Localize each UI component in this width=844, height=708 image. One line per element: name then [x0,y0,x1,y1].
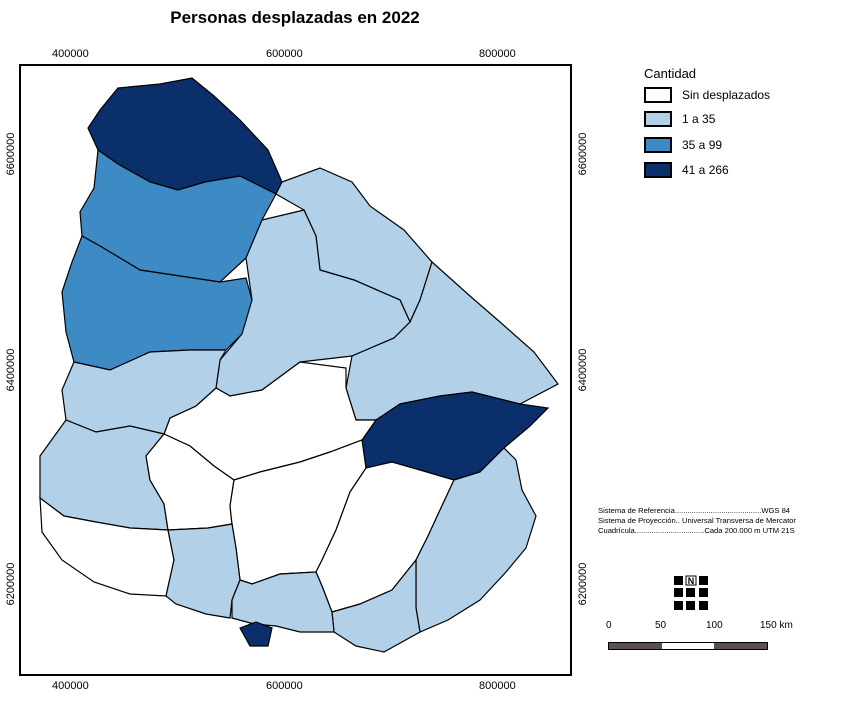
legend-swatch [644,111,672,127]
meta-projection: Sistema de Proyección.. Universal Transv… [598,516,796,525]
legend-label: 41 a 266 [682,163,729,177]
scale-segment [714,643,768,649]
scale-label-50: 50 [655,620,667,631]
legend-swatch [644,87,672,103]
legend-item-41-266: 41 a 266 [644,161,729,179]
legend-title: Cantidad [644,66,697,81]
legend-item-35-99: 35 a 99 [644,136,722,154]
scale-segment [609,643,662,649]
legend-item-1-35: 1 a 35 [644,110,715,128]
scale-label-0: 0 [606,620,612,631]
bottom-tick-2: 600000 [266,680,303,692]
north-arrow-icon: N [674,575,708,610]
legend-swatch [644,137,672,153]
scale-segment [661,643,715,649]
scale-bar [608,642,768,650]
meta-reference: Sistema de Referencia...................… [598,506,791,515]
legend-label: 35 a 99 [682,138,723,152]
top-tick-1: 400000 [52,48,89,60]
legend-item-sin-desplazados: Sin desplazados [644,86,770,104]
map-title: Personas desplazadas en 2022 [170,8,420,27]
legend-label: 1 a 35 [682,112,716,126]
meta-grid: Cuadrícula..............................… [598,526,795,535]
legend-label: Sin desplazados [682,88,771,102]
top-tick-3: 800000 [479,48,516,60]
north-label: N [688,576,695,586]
legend-swatch [644,162,672,178]
bottom-tick-1: 400000 [52,680,89,692]
scale-label-150: 150 km [760,620,793,631]
scale-label-100: 100 [706,620,723,631]
top-tick-2: 600000 [266,48,303,60]
bottom-tick-3: 800000 [479,680,516,692]
